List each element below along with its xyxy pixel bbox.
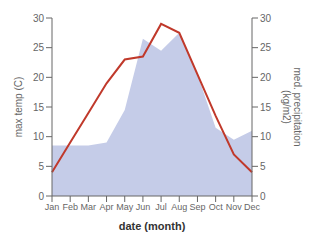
svg-text:May: May — [116, 202, 134, 212]
svg-text:date (month): date (month) — [119, 220, 186, 232]
svg-text:Jun: Jun — [136, 202, 151, 212]
svg-text:20: 20 — [260, 72, 272, 83]
svg-text:5: 5 — [260, 161, 266, 172]
svg-text:0: 0 — [260, 191, 266, 202]
svg-text:Jul: Jul — [155, 202, 167, 212]
svg-text:25: 25 — [260, 42, 272, 53]
svg-text:20: 20 — [33, 72, 45, 83]
svg-text:15: 15 — [33, 102, 45, 113]
svg-text:Jan: Jan — [45, 202, 60, 212]
svg-text:10: 10 — [33, 131, 45, 142]
svg-text:30: 30 — [260, 13, 272, 24]
svg-text:15: 15 — [260, 102, 272, 113]
svg-text:10: 10 — [260, 131, 272, 142]
svg-text:Mar: Mar — [81, 202, 97, 212]
svg-text:30: 30 — [33, 13, 45, 24]
svg-text:0: 0 — [38, 191, 44, 202]
svg-text:Dec: Dec — [244, 202, 261, 212]
svg-text:med. precipitation(kg/m2): med. precipitation(kg/m2) — [281, 68, 304, 147]
svg-text:Aug: Aug — [171, 202, 187, 212]
svg-text:Apr: Apr — [100, 202, 114, 212]
svg-text:max temp (C): max temp (C) — [13, 77, 24, 138]
svg-text:Nov: Nov — [226, 202, 243, 212]
svg-text:5: 5 — [38, 161, 44, 172]
svg-text:25: 25 — [33, 42, 45, 53]
svg-text:Sep: Sep — [189, 202, 205, 212]
svg-text:Feb: Feb — [62, 202, 78, 212]
svg-text:Oct: Oct — [209, 202, 224, 212]
